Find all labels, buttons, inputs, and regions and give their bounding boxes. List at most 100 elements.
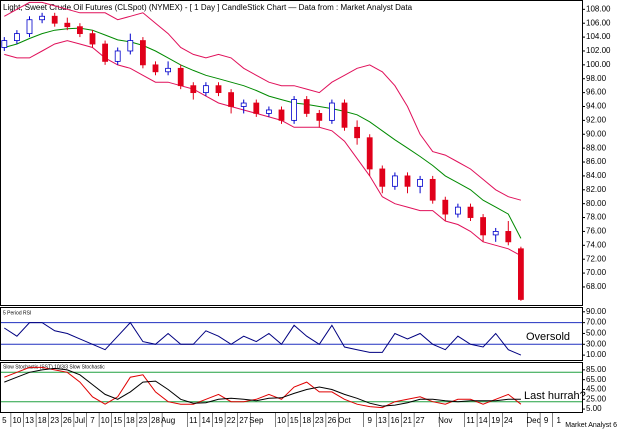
- x-tick-label: 27: [416, 416, 425, 425]
- x-tick-label: 13: [25, 416, 34, 425]
- rsi-title: 5 Period RSI: [3, 310, 31, 316]
- y-tick-label: 85.00: [586, 365, 607, 374]
- x-tick-label: 19: [214, 416, 223, 425]
- candle-body: [417, 178, 424, 187]
- candle-body: [429, 178, 436, 201]
- y-tick-label: 90.00: [586, 307, 607, 316]
- x-tick-label: 21: [403, 416, 412, 425]
- x-tick-label: 14: [201, 416, 210, 425]
- candle-body: [505, 231, 512, 243]
- line: [4, 321, 522, 356]
- line: [4, 367, 521, 407]
- candle-body: [127, 40, 134, 52]
- candle-body: [404, 175, 411, 187]
- x-tick-label: 27: [239, 416, 248, 425]
- annotation: Last hurrah?: [524, 390, 586, 402]
- candle-body: [89, 33, 96, 45]
- candle-body: [165, 67, 172, 73]
- x-tick-label: 26: [63, 416, 72, 425]
- x-tick-label: 23: [315, 416, 324, 425]
- x-tick-label: 11: [189, 416, 198, 425]
- candle-body: [202, 85, 209, 94]
- candle-body: [177, 67, 184, 87]
- x-tick-label: 7: [90, 416, 95, 425]
- y-tick-label: 108.00: [586, 4, 611, 13]
- line: [4, 40, 522, 257]
- candle-body: [228, 92, 235, 107]
- x-tick-label: 9: [367, 416, 372, 425]
- x-tick-label: 18: [302, 416, 311, 425]
- candle-body: [518, 248, 524, 300]
- candle-body: [467, 206, 474, 218]
- candle-body: [442, 199, 449, 215]
- candle-body: [152, 64, 159, 73]
- candle-body: [291, 99, 298, 121]
- annotation: Oversold: [526, 331, 570, 343]
- chart-title: Light, Sweet Crude Oil Futures (CLSpot) …: [3, 3, 413, 12]
- y-tick-label: 90.00: [586, 129, 607, 138]
- x-tick-label: Sep: [249, 416, 264, 425]
- candle-body: [454, 206, 461, 215]
- y-tick-label: 45.00: [586, 385, 607, 394]
- y-tick-label: 102.00: [586, 46, 611, 55]
- y-tick-label: 96.00: [586, 88, 607, 97]
- candle-body: [278, 109, 285, 121]
- x-tick-label: 16: [390, 416, 399, 425]
- x-tick-label: 24: [504, 416, 513, 425]
- y-tick-label: 70.00: [586, 318, 607, 327]
- line: [4, 27, 522, 239]
- x-tick-label: 10: [12, 416, 21, 425]
- x-tick-label: 15: [290, 416, 299, 425]
- candle-body: [253, 102, 260, 114]
- x-tick-label: 15: [113, 416, 122, 425]
- y-tick-label: 30.00: [586, 339, 607, 348]
- candle-body: [480, 217, 487, 236]
- candle-body: [303, 99, 310, 114]
- y-tick-label: 100.00: [586, 60, 611, 69]
- candle-body: [114, 50, 121, 62]
- x-tick-label: 18: [126, 416, 135, 425]
- y-tick-label: 80.00: [586, 199, 607, 208]
- y-tick-label: 25.00: [586, 394, 607, 403]
- candle-body: [379, 168, 386, 187]
- x-tick-label: 18: [38, 416, 47, 425]
- candle-body: [26, 19, 33, 35]
- x-tick-label: 14: [479, 416, 488, 425]
- y-tick-label: 104.00: [586, 32, 611, 41]
- x-tick-label: 22: [227, 416, 236, 425]
- candle-body: [64, 22, 71, 28]
- candle-body: [13, 33, 20, 41]
- candle-body: [391, 175, 398, 187]
- x-tick-label: Jul: [75, 416, 85, 425]
- candle-body: [51, 15, 58, 24]
- x-tick-label: 19: [491, 416, 500, 425]
- candle-body: [139, 40, 146, 66]
- price-panel: [0, 0, 583, 306]
- y-tick-label: 50.00: [586, 329, 607, 338]
- y-tick-label: 98.00: [586, 74, 607, 83]
- footer: Market Analyst 6: [565, 422, 617, 429]
- y-tick-label: 88.00: [586, 143, 607, 152]
- stochastic-title: Slow Stochastic (SST) 10/3/3 Slow Stocha…: [3, 364, 105, 370]
- x-tick-label: Aug: [161, 416, 175, 425]
- x-tick-label: 28: [151, 416, 160, 425]
- x-tick-label: 23: [50, 416, 59, 425]
- candle-body: [341, 102, 348, 128]
- stochastic-panel: [0, 362, 583, 413]
- candle-body: [240, 102, 247, 107]
- y-tick-label: 76.00: [586, 227, 607, 236]
- x-tick-label: 10: [101, 416, 110, 425]
- y-tick-label: 82.00: [586, 185, 607, 194]
- y-tick-label: 5.00: [586, 404, 602, 413]
- candle-body: [492, 231, 499, 236]
- y-tick-label: 68.00: [586, 282, 607, 291]
- y-tick-label: 94.00: [586, 102, 607, 111]
- candle-body: [316, 113, 323, 121]
- candle-body: [366, 137, 373, 170]
- candle-body: [190, 85, 197, 94]
- candle-body: [265, 109, 272, 114]
- y-tick-label: 10.00: [586, 350, 607, 359]
- candle-body: [77, 26, 83, 35]
- x-tick-label: 11: [466, 416, 475, 425]
